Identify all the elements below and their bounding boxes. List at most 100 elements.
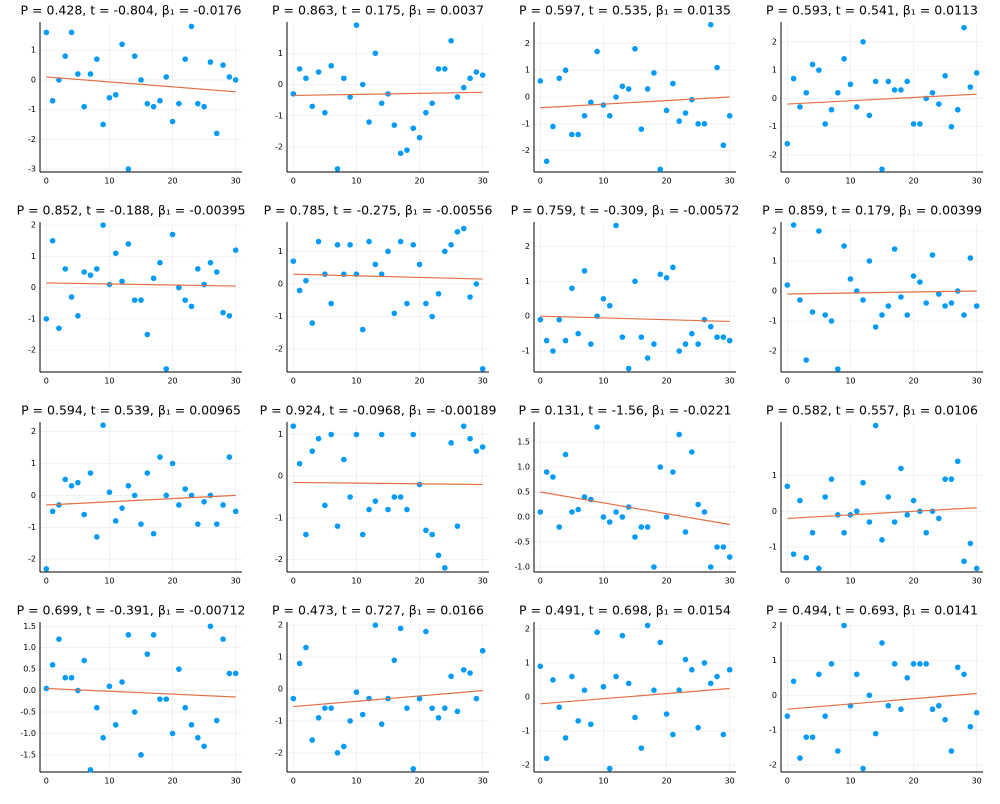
point bbox=[303, 277, 309, 284]
y-tick-label: -2 bbox=[275, 748, 283, 757]
point bbox=[435, 66, 442, 72]
x-tick-label: 20 bbox=[414, 777, 424, 786]
point bbox=[967, 255, 974, 261]
point bbox=[809, 529, 816, 536]
x-tick-label: 30 bbox=[725, 777, 735, 786]
point bbox=[954, 664, 961, 671]
point bbox=[416, 695, 423, 702]
point bbox=[372, 261, 379, 268]
point bbox=[726, 666, 733, 673]
point bbox=[885, 78, 892, 85]
point bbox=[163, 74, 170, 80]
point bbox=[460, 423, 467, 429]
point bbox=[106, 94, 113, 101]
point bbox=[670, 264, 676, 271]
chart-title: P = 0.597, t = 0.535, β₁ = 0.0135 bbox=[519, 3, 731, 18]
y-tick-label: -1 bbox=[275, 111, 283, 120]
point bbox=[714, 673, 720, 680]
point bbox=[556, 524, 563, 530]
point bbox=[131, 297, 138, 303]
point bbox=[644, 524, 651, 530]
point bbox=[56, 502, 62, 508]
point bbox=[43, 566, 50, 572]
point bbox=[923, 529, 929, 536]
point bbox=[341, 456, 347, 463]
point bbox=[448, 37, 454, 44]
point bbox=[803, 734, 810, 740]
fit-line bbox=[540, 687, 730, 705]
point bbox=[182, 56, 188, 62]
y-tick-label: -1.0 bbox=[20, 729, 36, 738]
x-tick-label: 30 bbox=[725, 377, 735, 386]
point bbox=[404, 147, 410, 153]
chart-title: P = 0.924, t = -0.0968, β₁ = -0.00189 bbox=[260, 403, 497, 418]
point bbox=[94, 266, 100, 272]
point bbox=[619, 632, 626, 639]
x-tick-label: 20 bbox=[908, 777, 918, 786]
point bbox=[556, 75, 563, 82]
point bbox=[606, 765, 613, 772]
point bbox=[397, 238, 404, 245]
point bbox=[651, 687, 657, 693]
point bbox=[201, 498, 207, 505]
point bbox=[315, 714, 322, 721]
point bbox=[296, 460, 303, 467]
y-tick-label: 0 bbox=[278, 80, 283, 89]
chart-title: P = 0.582, t = 0.557, β₁ = 0.0106 bbox=[766, 403, 978, 418]
point bbox=[879, 312, 885, 318]
point bbox=[657, 464, 664, 470]
y-tick-label: -1.0 bbox=[514, 563, 530, 572]
point bbox=[835, 366, 841, 372]
point bbox=[860, 479, 866, 486]
point bbox=[131, 709, 138, 715]
point bbox=[176, 100, 182, 107]
point bbox=[188, 303, 195, 310]
point bbox=[454, 708, 461, 715]
point bbox=[429, 313, 435, 320]
point bbox=[575, 131, 581, 138]
point bbox=[322, 502, 328, 509]
y-tick-label: -1 bbox=[522, 347, 530, 356]
y-tick-label: 0 bbox=[772, 691, 777, 700]
point bbox=[182, 704, 188, 711]
point bbox=[619, 514, 626, 520]
point bbox=[68, 483, 75, 489]
point bbox=[973, 70, 980, 76]
chart-title: P = 0.785, t = -0.275, β₁ = -0.00556 bbox=[264, 203, 493, 218]
point bbox=[790, 551, 797, 557]
point bbox=[315, 69, 322, 75]
point bbox=[973, 303, 980, 309]
point bbox=[195, 100, 201, 107]
point bbox=[81, 511, 87, 518]
point bbox=[68, 674, 75, 681]
point bbox=[372, 50, 379, 57]
point bbox=[94, 534, 100, 540]
point bbox=[961, 671, 967, 678]
x-tick-label: 20 bbox=[414, 577, 424, 586]
point bbox=[309, 448, 316, 454]
point bbox=[347, 494, 353, 500]
point bbox=[543, 158, 550, 165]
point bbox=[973, 565, 980, 572]
point bbox=[410, 431, 417, 438]
point bbox=[125, 632, 132, 638]
point bbox=[296, 660, 303, 667]
point bbox=[75, 71, 81, 77]
point bbox=[75, 479, 81, 486]
point bbox=[226, 74, 233, 80]
point bbox=[303, 531, 309, 538]
point bbox=[473, 281, 480, 287]
chart-title: P = 0.494, t = 0.693, β₁ = 0.0141 bbox=[766, 603, 978, 618]
point bbox=[822, 494, 828, 500]
point bbox=[860, 39, 866, 45]
point bbox=[220, 502, 226, 508]
point bbox=[822, 713, 828, 719]
y-tick-label: 0 bbox=[772, 287, 777, 296]
y-tick-label: 0.5 bbox=[517, 488, 530, 497]
x-tick-label: 30 bbox=[972, 577, 982, 586]
y-tick-label: -1 bbox=[275, 716, 283, 725]
y-tick-label: -1 bbox=[769, 726, 777, 735]
x-tick-label: 20 bbox=[167, 777, 177, 786]
point bbox=[841, 243, 847, 249]
point bbox=[961, 24, 967, 31]
